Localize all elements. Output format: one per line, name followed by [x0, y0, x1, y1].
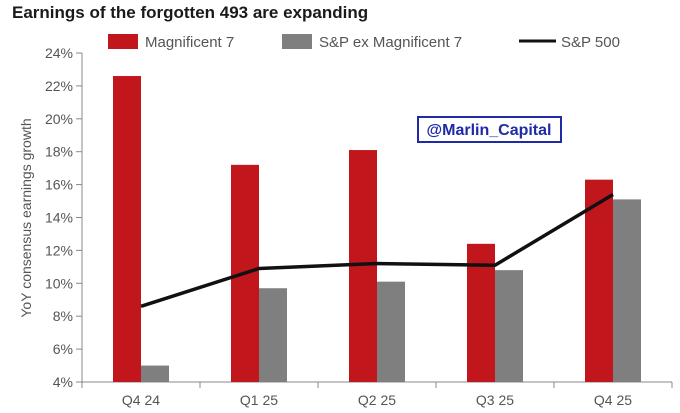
bar-ex-mag7 — [613, 199, 641, 382]
bar-ex-mag7 — [141, 365, 169, 382]
legend: Magnificent 7 S&P ex Magnificent 7 S&P 5… — [108, 34, 620, 51]
y-tick-label: 6% — [53, 341, 73, 357]
legend-label-sp500: S&P 500 — [561, 34, 620, 51]
y-tick-label: 18% — [45, 144, 73, 160]
bar-mag7 — [585, 179, 613, 382]
legend-label-ex-mag7: S&P ex Magnificent 7 — [319, 34, 462, 51]
watermark-box — [417, 116, 562, 143]
y-tick-label: 12% — [45, 242, 73, 258]
bar-ex-mag7 — [495, 270, 523, 382]
legend-label-mag7: Magnificent 7 — [145, 34, 234, 51]
y-tick-label: 22% — [45, 78, 73, 94]
legend-swatch-mag7 — [108, 34, 138, 49]
x-tick-label: Q4 24 — [122, 392, 160, 408]
y-tick-label: 20% — [45, 111, 73, 127]
bar-ex-mag7 — [377, 281, 405, 382]
bar-mag7 — [113, 76, 141, 382]
y-tick-label: 16% — [45, 177, 73, 193]
watermark-text: @Marlin_Capital — [427, 122, 552, 139]
line-sp500 — [140, 192, 614, 308]
x-tick-label: Q3 25 — [476, 392, 514, 408]
y-tick-label: 8% — [53, 308, 73, 324]
bar-ex-mag7 — [259, 288, 287, 382]
y-tick-label: 4% — [53, 374, 73, 390]
x-tick-label: Q4 25 — [594, 392, 632, 408]
y-axis-label: YoY consensus earnings growth — [18, 118, 34, 317]
legend-swatch-ex-mag7 — [282, 34, 312, 49]
x-tick-label: Q1 25 — [240, 392, 278, 408]
y-tick-label: 10% — [45, 275, 73, 291]
y-tick-label: 24% — [45, 45, 73, 61]
watermark: @Marlin_Capital — [417, 116, 562, 143]
plot-area: 4% 6% 8% 10% 12% 14% 16% 18% 20% 22% 24% Q4 24 Q1 25… — [45, 45, 673, 408]
chart-title: Earnings of the forgotten 493 are expand… — [12, 3, 369, 22]
x-tick-label: Q2 25 — [358, 392, 396, 408]
y-tick-label: 14% — [45, 210, 73, 226]
